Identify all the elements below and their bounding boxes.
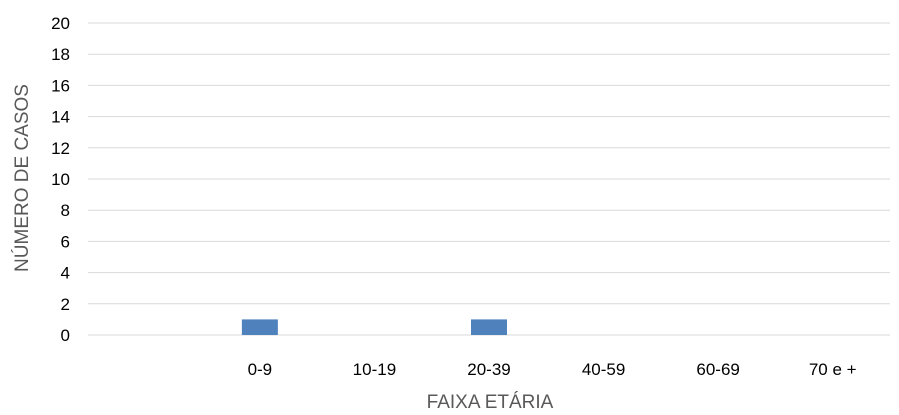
y-axis-title: NÚMERO DE CASOS xyxy=(11,84,33,272)
y-tick-label: 16 xyxy=(51,76,70,95)
x-tick-label: 40-59 xyxy=(582,360,625,379)
y-tick-label: 12 xyxy=(51,139,70,158)
bar-0-9 xyxy=(241,319,278,335)
y-tick-label: 0 xyxy=(61,326,70,345)
y-tick-label: 10 xyxy=(51,170,70,189)
y-tick-label: 20 xyxy=(51,14,70,33)
bar-20-39 xyxy=(471,319,507,335)
gridlines xyxy=(88,22,890,336)
x-tick-label: 70 e + xyxy=(809,360,857,379)
x-tick-label: 20-39 xyxy=(467,360,510,379)
x-tick-label: 0-9 xyxy=(248,360,273,379)
x-axis-title: FAIXA ETÁRIA xyxy=(427,392,554,413)
x-tick-label: 60-69 xyxy=(696,360,739,379)
x-tick-label: 10-19 xyxy=(353,360,396,379)
y-tick-label: 8 xyxy=(61,201,70,220)
y-tick-label: 2 xyxy=(61,295,70,314)
y-tick-label: 6 xyxy=(61,232,70,251)
bars xyxy=(241,319,507,335)
y-axis-tick-labels: 0 2 4 6 8 10 12 14 16 18 20 xyxy=(51,14,70,345)
y-tick-label: 4 xyxy=(61,264,70,283)
x-axis-tick-labels: 0-9 10-19 20-39 40-59 60-69 70 e + xyxy=(248,360,857,379)
y-tick-label: 18 xyxy=(51,45,70,64)
y-tick-label: 14 xyxy=(51,108,70,127)
